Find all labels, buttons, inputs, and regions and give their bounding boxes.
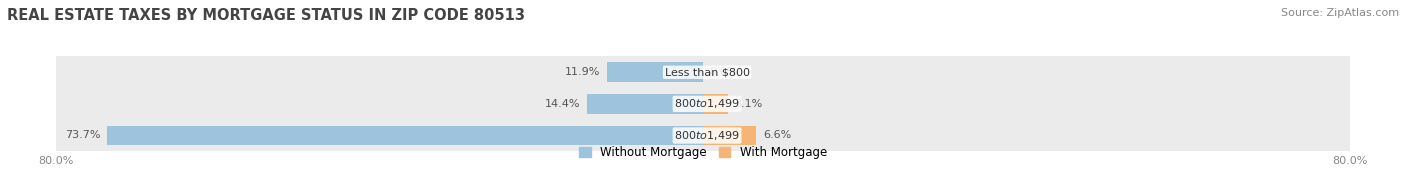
Text: Source: ZipAtlas.com: Source: ZipAtlas.com [1281,8,1399,18]
Bar [56,56,1350,88]
Bar [607,63,703,82]
Text: REAL ESTATE TAXES BY MORTGAGE STATUS IN ZIP CODE 80513: REAL ESTATE TAXES BY MORTGAGE STATUS IN … [7,8,524,23]
Bar [703,94,728,114]
Text: $800 to $1,499: $800 to $1,499 [675,129,740,142]
Legend: Without Mortgage, With Mortgage: Without Mortgage, With Mortgage [579,146,827,159]
Text: 6.6%: 6.6% [763,131,792,141]
Text: Less than $800: Less than $800 [665,67,749,77]
Bar [586,94,703,114]
Text: 14.4%: 14.4% [544,99,581,109]
Text: 3.1%: 3.1% [734,99,763,109]
Text: $800 to $1,499: $800 to $1,499 [675,97,740,110]
Text: 73.7%: 73.7% [65,131,101,141]
Bar [56,120,1350,151]
Text: 11.9%: 11.9% [565,67,600,77]
Bar [703,126,756,145]
Bar [56,88,1350,120]
Bar [107,126,703,145]
Text: 0.0%: 0.0% [710,67,738,77]
